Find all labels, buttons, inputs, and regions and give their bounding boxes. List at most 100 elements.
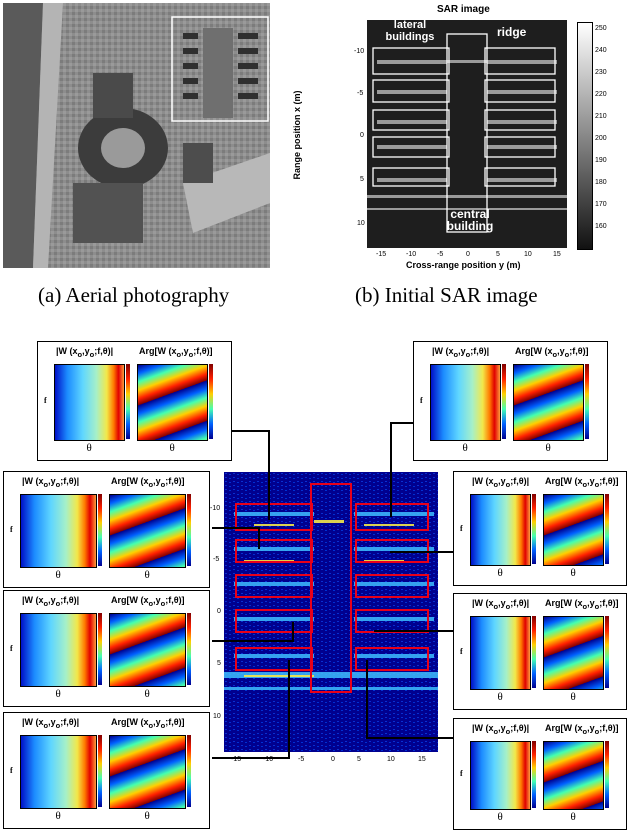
sar-xlabel: Cross-range position y (m) [406, 260, 521, 270]
jet-sar-plot [224, 472, 438, 752]
theta-label: θ [545, 442, 551, 454]
panel-frame: |W (xo,yo;f,θ)| θ Arg[W (xo,yo;f,θ)] θ f [3, 712, 210, 829]
phase-map [543, 741, 604, 810]
sar-ytick: 5 [360, 176, 364, 183]
connector-line [212, 757, 290, 759]
phase-title: Arg[W (xo,yo;f,θ)] [111, 595, 185, 608]
cbar-tick: 190 [595, 157, 607, 164]
sar-ylabel: Range position x (m) [292, 90, 302, 180]
f-axis-label: f [460, 769, 463, 778]
phase-map [543, 616, 604, 690]
aerial-caption: (a) Aerial photography [38, 283, 230, 307]
f-axis-label: f [10, 765, 13, 775]
connector-line [232, 430, 270, 432]
sar-xtick: 5 [496, 251, 500, 258]
panel-colorbar [98, 494, 102, 566]
panel-colorbar [126, 364, 130, 439]
panel-colorbar [187, 613, 191, 685]
amplitude-title: |W (xo,yo;f,θ)| [56, 346, 114, 359]
sar-xtick: 15 [553, 251, 561, 258]
connector-line [288, 660, 290, 759]
phase-title: Arg[W (xo,yo;f,θ)] [545, 723, 619, 736]
phase-title: Arg[W (xo,yo;f,θ)] [139, 346, 213, 359]
connector-line [390, 422, 413, 424]
amplitude-title: |W (xo,yo;f,θ)| [22, 476, 80, 489]
f-axis-label: f [10, 524, 13, 534]
theta-label: θ [497, 567, 503, 579]
theta-label: θ [570, 691, 576, 703]
phase-title: Arg[W (xo,yo;f,θ)] [515, 346, 589, 359]
cbar-tick: 170 [595, 201, 607, 208]
cbar-tick: 220 [595, 91, 607, 98]
theta-label: θ [55, 688, 61, 700]
connector-line [258, 527, 260, 549]
f-axis-label: f [460, 523, 463, 533]
sar-colorbar [577, 22, 593, 250]
amplitude-map [54, 364, 125, 441]
sar-xtick: 0 [466, 251, 470, 258]
panel-colorbar [187, 494, 191, 566]
phase-title: Arg[W (xo,yo;f,θ)] [111, 717, 185, 730]
sar-colorbar-ticks: 250 240 230 220 210 200 190 180 170 160 [595, 25, 615, 245]
sar-xtick: -5 [437, 251, 444, 258]
panel-colorbar [605, 494, 609, 564]
connector-line [292, 622, 294, 642]
jet-ytick: -10 [210, 505, 221, 512]
theta-label: θ [497, 811, 503, 823]
cbar-tick: 250 [595, 25, 607, 32]
panel-colorbar [98, 613, 102, 685]
amplitude-map [430, 364, 501, 441]
theta-label: θ [462, 442, 468, 454]
amplitude-map [20, 494, 97, 568]
panel-frame: |W (xo,yo;f,θ)| θ Arg[W (xo,yo;f,θ)] θ f [453, 471, 627, 586]
connector-line [374, 630, 454, 632]
f-axis-label: f [44, 396, 47, 405]
amplitude-title: |W (xo,yo;f,θ)| [432, 346, 490, 359]
connector-line [212, 640, 292, 642]
annotation-lateral-buildings: lateral buildings [385, 19, 435, 43]
panel-colorbar [532, 741, 536, 808]
jet-ytick: -5 [213, 556, 220, 563]
amplitude-map [20, 735, 97, 809]
jet-sar-image [224, 472, 438, 752]
phase-map [513, 364, 584, 441]
jet-ytick: 10 [213, 713, 221, 720]
theta-label: θ [169, 442, 175, 454]
cbar-tick: 210 [595, 113, 607, 120]
amplitude-map [470, 616, 531, 690]
panel-colorbar [532, 616, 536, 688]
connector-line [212, 527, 260, 529]
cbar-tick: 160 [595, 223, 607, 230]
panel-colorbar [502, 364, 506, 439]
phase-map [109, 494, 186, 568]
connector-line [390, 551, 453, 553]
amplitude-title: |W (xo,yo;f,θ)| [472, 476, 530, 489]
sar-ytick: -10 [354, 48, 365, 55]
sar-title: SAR image [437, 4, 490, 15]
phase-title: Arg[W (xo,yo;f,θ)] [545, 598, 619, 611]
amplitude-title: |W (xo,yo;f,θ)| [472, 598, 530, 611]
theta-label: θ [570, 811, 576, 823]
phase-map [109, 613, 186, 687]
panel-frame: |W (xo,yo;f,θ)| θ Arg[W (xo,yo;f,θ)] θ f [453, 593, 627, 710]
amplitude-map [470, 741, 531, 810]
amplitude-map [470, 494, 531, 566]
connector-line [366, 737, 454, 739]
cbar-tick: 230 [595, 69, 607, 76]
sar-image [367, 20, 567, 248]
connector-line [268, 430, 270, 520]
jet-xtick: -10 [263, 756, 274, 763]
phase-title: Arg[W (xo,yo;f,θ)] [111, 476, 185, 489]
cbar-tick: 200 [595, 135, 607, 142]
jet-xtick: 10 [387, 756, 395, 763]
theta-label: θ [55, 569, 61, 581]
panel-colorbar [98, 735, 102, 807]
amplitude-title: |W (xo,yo;f,θ)| [22, 717, 80, 730]
theta-label: θ [144, 569, 150, 581]
phase-map [137, 364, 208, 441]
jet-ytick: 5 [217, 660, 221, 667]
theta-label: θ [144, 688, 150, 700]
connector-line [390, 422, 392, 517]
panel-colorbar [187, 735, 191, 807]
sar-xtick: -15 [376, 251, 387, 258]
